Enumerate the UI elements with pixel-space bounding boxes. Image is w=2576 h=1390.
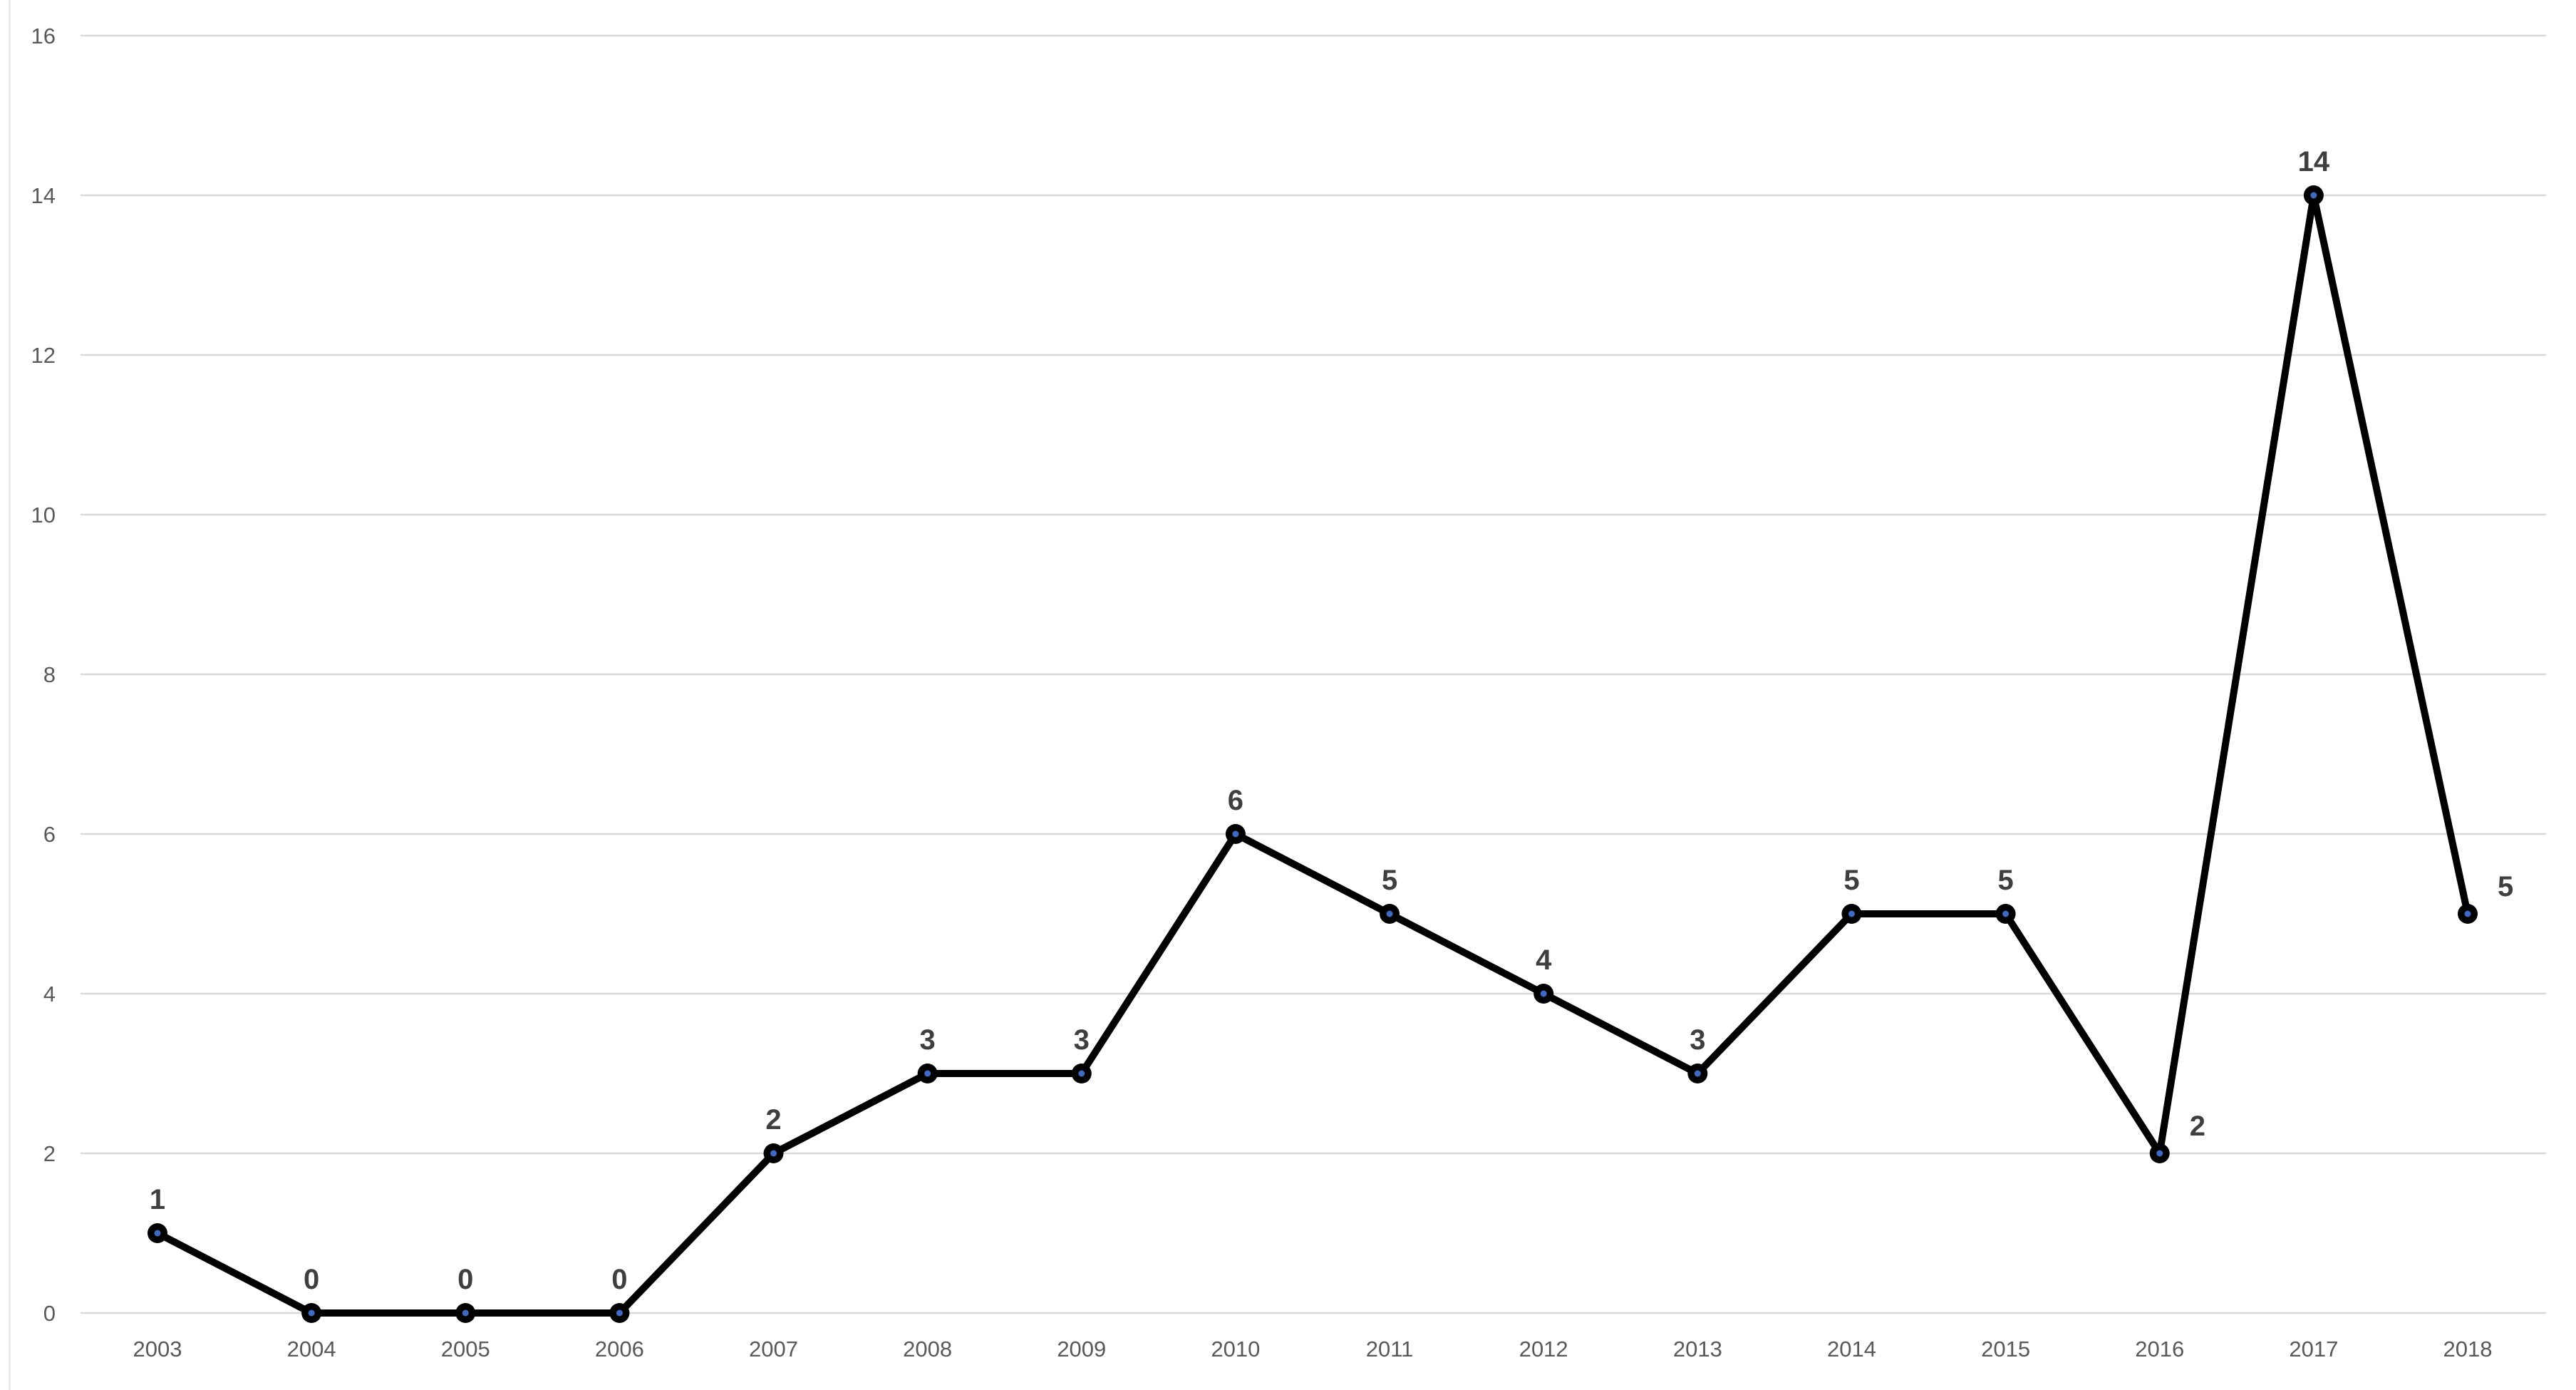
data-point-marker-center [1848,910,1855,917]
data-point-marker-center [1694,1070,1701,1077]
y-axis-tick-label: 6 [43,822,56,847]
x-axis-tick-label: 2006 [595,1337,644,1361]
data-label: 3 [1690,1024,1705,1056]
data-label: 2 [2190,1111,2205,1142]
data-label: 1 [150,1184,165,1215]
data-point-marker-center [1386,910,1393,917]
y-axis-tick-label: 10 [31,503,56,527]
x-axis-tick-label: 2010 [1211,1337,1260,1361]
data-point-marker-center [924,1070,931,1077]
x-axis-tick-label: 2017 [2289,1337,2338,1361]
data-label: 5 [2498,871,2513,902]
data-point-marker-center [2464,910,2471,917]
x-axis-tick-label: 2009 [1057,1337,1106,1361]
data-point-marker-center [462,1309,469,1317]
x-axis-tick-label: 2013 [1673,1337,1722,1361]
x-axis-tick-label: 2005 [441,1337,490,1361]
data-point-marker-center [308,1309,315,1317]
data-point-marker-center [770,1150,777,1157]
data-point-marker-center [1540,990,1547,997]
y-axis-tick-label: 2 [43,1141,56,1166]
data-label: 2 [765,1104,781,1136]
data-label: 5 [1997,865,2013,896]
x-axis-tick-label: 2007 [749,1337,798,1361]
y-axis-tick-label: 14 [31,183,56,208]
data-point-marker-center [2002,910,2009,917]
x-axis-tick-label: 2014 [1827,1337,1876,1361]
data-label: 6 [1228,785,1243,816]
y-axis-tick-label: 0 [43,1301,56,1326]
x-axis-tick-label: 2004 [287,1337,336,1361]
data-point-marker-center [616,1309,623,1317]
x-axis-tick-label: 2015 [1981,1337,2030,1361]
data-point-marker-center [2310,192,2317,199]
x-axis-tick-label: 2003 [133,1337,182,1361]
series-line [154,192,2471,1317]
x-axis-tick-label: 2016 [2135,1337,2184,1361]
y-axis-tick-label: 4 [43,982,56,1007]
data-label: 5 [1382,865,1397,896]
data-label: 0 [304,1264,319,1295]
data-label: 5 [1843,865,1859,896]
data-point-marker-center [1232,830,1239,838]
data-point-marker-center [1078,1070,1085,1077]
y-axis-tick-label: 12 [31,343,56,368]
data-label: 0 [611,1264,627,1295]
data-point-marker-center [154,1230,161,1237]
x-axis-tick-label: 2018 [2443,1337,2493,1361]
data-label: 0 [457,1264,473,1295]
data-label: 14 [2298,146,2330,177]
x-axis-tick-label: 2012 [1519,1337,1568,1361]
x-axis-tick-label: 2008 [903,1337,952,1361]
y-axis-tick-label: 8 [43,662,56,687]
data-label: 3 [920,1024,936,1056]
data-point-marker-center [2156,1150,2163,1157]
data-label: 4 [1536,944,1552,976]
data-label: 3 [1074,1024,1090,1056]
x-axis-tick-label: 2011 [1366,1337,1414,1361]
y-axis-tick-label: 16 [31,24,56,48]
